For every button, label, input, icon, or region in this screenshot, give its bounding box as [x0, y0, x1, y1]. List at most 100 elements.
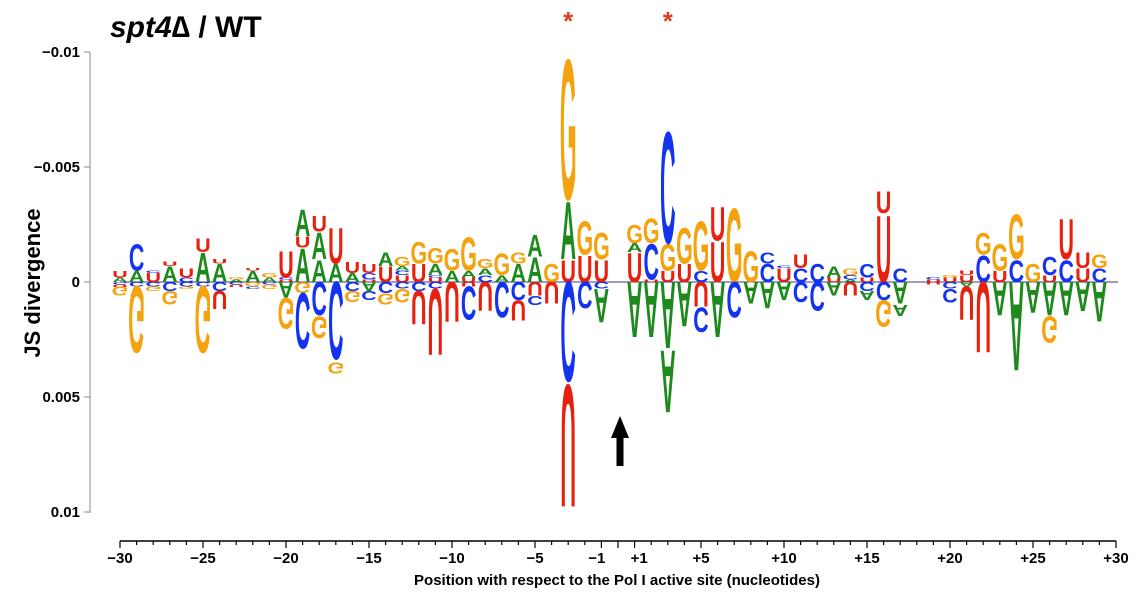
glyph-letter: C: [129, 236, 144, 279]
glyph-letter: A: [826, 277, 842, 298]
nucleotide-glyph: U: [461, 277, 476, 284]
glyph-letter: G: [410, 234, 427, 270]
glyph-letter: G: [593, 224, 610, 267]
nucleotide-glyph: G: [643, 213, 660, 252]
glyph-letter: A: [892, 275, 907, 311]
nucleotide-glyph: U: [228, 283, 243, 287]
glyph-letter: C: [179, 277, 194, 284]
nucleotide-glyph: G: [344, 287, 361, 305]
nucleotide-glyph: C: [179, 280, 194, 287]
glyph-letter: C: [311, 272, 326, 326]
nucleotide-glyph: U: [378, 262, 393, 288]
glyph-letter: C: [793, 275, 808, 307]
glyph-letter: A: [660, 261, 675, 369]
glyph-letter: G: [460, 227, 477, 281]
glyph-letter: C: [394, 280, 409, 291]
glyph-letter: G: [427, 243, 444, 269]
nucleotide-glyph: C: [411, 279, 427, 293]
nucleotide-glyph: G: [477, 257, 494, 271]
nucleotide-glyph: G: [244, 280, 261, 287]
nucleotide-glyph: C: [311, 272, 326, 326]
glyph-letter: U: [959, 273, 974, 284]
y-tick-label: 0.01: [51, 504, 80, 521]
nucleotide-glyph: A: [826, 277, 842, 298]
nucleotide-glyph: G: [593, 224, 610, 267]
glyph-letter: C: [1092, 266, 1108, 287]
nucleotide-glyph: A: [195, 246, 210, 293]
nucleotide-glyph: U: [859, 277, 874, 284]
nucleotide-glyph: G: [693, 208, 710, 286]
glyph-letter: G: [394, 254, 411, 268]
glyph-letter: A: [826, 264, 842, 282]
glyph-letter: A: [859, 288, 875, 302]
nucleotide-glyph: U: [926, 281, 941, 285]
glyph-letter: U: [245, 268, 260, 272]
nucleotide-glyph: C: [760, 250, 776, 268]
nucleotide-glyph: G: [294, 278, 311, 296]
glyph-letter: G: [394, 284, 411, 305]
nucleotide-glyph: A: [660, 261, 675, 369]
glyph-letter: C: [876, 277, 891, 305]
x-tick-label: +10: [771, 550, 796, 567]
x-tick-label: −30: [107, 550, 132, 567]
nucleotide-glyph: C: [1058, 253, 1073, 289]
glyph-letter: U: [411, 281, 426, 335]
nucleotide-glyph: U: [145, 270, 160, 284]
nucleotide-glyph: A: [311, 224, 326, 267]
nucleotide-glyph: U: [876, 184, 891, 220]
glyph-letter: C: [461, 276, 476, 330]
x-tick-label: +30: [1103, 550, 1128, 567]
glyph-letter: U: [428, 268, 443, 376]
glyph-letter: A: [710, 264, 725, 353]
glyph-letter: U: [1075, 248, 1090, 274]
glyph-letter: G: [477, 257, 494, 271]
glyph-letter: C: [859, 261, 875, 282]
nucleotide-glyph: U: [428, 277, 443, 284]
nucleotide-glyph: C: [129, 280, 144, 287]
glyph-letter: G: [510, 250, 527, 268]
nucleotide-glyph: G: [311, 309, 328, 345]
nucleotide-glyph: U: [959, 276, 974, 330]
nucleotide-glyph: A: [129, 268, 145, 286]
glyph-letter: G: [659, 236, 676, 279]
y-tick-label: 0: [72, 274, 80, 291]
nucleotide-glyph: C: [394, 270, 409, 277]
glyph-letter: C: [660, 100, 675, 278]
glyph-letter: C: [809, 259, 824, 287]
nucleotide-glyph: G: [576, 211, 593, 265]
nucleotide-glyph: C: [577, 273, 592, 316]
glyph-letter: U: [461, 277, 476, 284]
glyph-letter: C: [112, 281, 127, 285]
x-tick-label: −20: [273, 550, 298, 567]
glyph-letter: A: [278, 277, 294, 303]
chart-title-rest: / WT: [190, 11, 262, 44]
glyph-letter: C: [278, 277, 293, 281]
glyph-letter: C: [942, 284, 958, 305]
nucleotide-glyph: U: [511, 294, 526, 326]
nucleotide-glyph: C: [428, 280, 443, 291]
x-tick-label: −1: [588, 550, 605, 567]
glyph-letter: C: [577, 273, 592, 316]
glyph-letter: A: [992, 272, 1007, 326]
glyph-letter: G: [643, 213, 660, 252]
x-tick-label: −5: [526, 550, 543, 567]
glyph-letter: C: [1058, 253, 1073, 289]
nucleotide-glyph: U: [959, 273, 974, 284]
nucleotide-glyph: A: [643, 264, 658, 353]
glyph-letter: G: [228, 277, 245, 281]
nucleotide-glyph: C: [809, 272, 824, 319]
chart-title-italic: spt4: [110, 11, 172, 44]
arrow-head: [611, 416, 629, 438]
nucleotide-glyph: A: [892, 275, 907, 311]
nucleotide-glyph: U: [643, 279, 658, 283]
nucleotide-glyph: G: [444, 241, 461, 277]
nucleotide-glyph: U: [212, 286, 227, 314]
glyph-letter: G: [543, 259, 560, 287]
glyph-letter: U: [793, 252, 808, 273]
glyph-letter: U: [212, 258, 227, 265]
nucleotide-glyph: U: [361, 279, 376, 283]
nucleotide-glyph: G: [327, 358, 344, 376]
nucleotide-glyph: U: [843, 277, 858, 298]
glyph-letter: G: [975, 225, 992, 261]
